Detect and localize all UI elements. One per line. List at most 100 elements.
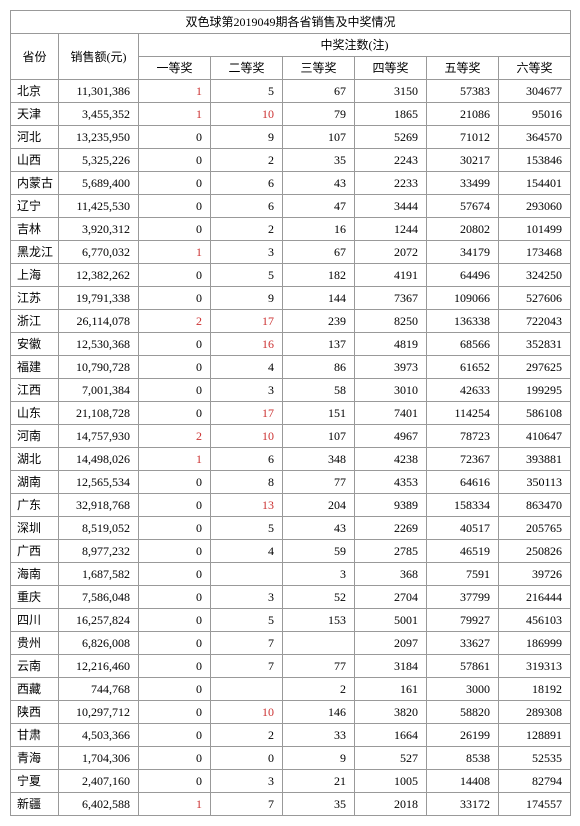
- cell-prize-6: 174557: [499, 793, 571, 816]
- cell-sales: 6,826,008: [59, 632, 139, 655]
- cell-prize-2: 9: [211, 287, 283, 310]
- cell-prize-1: 0: [139, 678, 211, 701]
- cell-province: 陕西: [11, 701, 59, 724]
- cell-sales: 1,704,306: [59, 747, 139, 770]
- cell-sales: 7,586,048: [59, 586, 139, 609]
- cell-prize-1: 0: [139, 609, 211, 632]
- cell-province: 宁夏: [11, 770, 59, 793]
- cell-prize-2: 6: [211, 195, 283, 218]
- cell-prize-1: 0: [139, 287, 211, 310]
- cell-prize-5: 71012: [427, 126, 499, 149]
- cell-sales: 16,257,824: [59, 609, 139, 632]
- cell-province: 重庆: [11, 586, 59, 609]
- cell-province: 海南: [11, 563, 59, 586]
- cell-sales: 13,235,950: [59, 126, 139, 149]
- cell-prize-1: 0: [139, 770, 211, 793]
- table-row: 内蒙古5,689,4000643223333499154401: [11, 172, 571, 195]
- cell-prize-4: 4191: [355, 264, 427, 287]
- table-row: 天津3,455,3521107918652108695016: [11, 103, 571, 126]
- table-body: 北京11,301,3861567315057383304677天津3,455,3…: [11, 80, 571, 816]
- cell-prize-2: 5: [211, 80, 283, 103]
- cell-prize-2: 8: [211, 471, 283, 494]
- cell-prize-1: 2: [139, 310, 211, 333]
- cell-prize-3: 137: [283, 333, 355, 356]
- cell-province: 黑龙江: [11, 241, 59, 264]
- cell-sales: 32,918,768: [59, 494, 139, 517]
- table-row: 上海12,382,26205182419164496324250: [11, 264, 571, 287]
- cell-prize-5: 58820: [427, 701, 499, 724]
- cell-prize-5: 21086: [427, 103, 499, 126]
- cell-prize-2: 4: [211, 356, 283, 379]
- cell-sales: 6,770,032: [59, 241, 139, 264]
- cell-prize-4: 5001: [355, 609, 427, 632]
- cell-sales: 12,216,460: [59, 655, 139, 678]
- cell-prize-1: 0: [139, 471, 211, 494]
- cell-sales: 12,530,368: [59, 333, 139, 356]
- cell-prize-3: 21: [283, 770, 355, 793]
- cell-prize-2: 3: [211, 379, 283, 402]
- table-row: 广西8,977,2320459278546519250826: [11, 540, 571, 563]
- header-prize-group: 中奖注数(注): [139, 34, 571, 57]
- cell-prize-3: 146: [283, 701, 355, 724]
- cell-prize-2: 10: [211, 103, 283, 126]
- cell-prize-4: 1865: [355, 103, 427, 126]
- cell-prize-3: 58: [283, 379, 355, 402]
- cell-prize-2: 5: [211, 264, 283, 287]
- cell-prize-5: 14408: [427, 770, 499, 793]
- cell-prize-1: 1: [139, 793, 211, 816]
- cell-prize-2: 0: [211, 747, 283, 770]
- cell-prize-5: 61652: [427, 356, 499, 379]
- cell-prize-5: 57674: [427, 195, 499, 218]
- cell-prize-6: 199295: [499, 379, 571, 402]
- cell-sales: 3,920,312: [59, 218, 139, 241]
- cell-prize-4: 9389: [355, 494, 427, 517]
- cell-sales: 7,001,384: [59, 379, 139, 402]
- cell-province: 广西: [11, 540, 59, 563]
- cell-prize-4: 8250: [355, 310, 427, 333]
- cell-prize-1: 1: [139, 448, 211, 471]
- cell-prize-5: 3000: [427, 678, 499, 701]
- cell-prize-1: 0: [139, 195, 211, 218]
- cell-prize-3: 239: [283, 310, 355, 333]
- cell-prize-6: 186999: [499, 632, 571, 655]
- cell-province: 上海: [11, 264, 59, 287]
- cell-prize-6: 128891: [499, 724, 571, 747]
- table-row: 湖南12,565,5340877435364616350113: [11, 471, 571, 494]
- cell-prize-5: 114254: [427, 402, 499, 425]
- cell-prize-2: 7: [211, 793, 283, 816]
- cell-sales: 5,689,400: [59, 172, 139, 195]
- table-row: 江西7,001,3840358301042633199295: [11, 379, 571, 402]
- header-prize-5: 五等奖: [427, 57, 499, 80]
- cell-sales: 6,402,588: [59, 793, 139, 816]
- cell-prize-2: 6: [211, 172, 283, 195]
- cell-prize-6: 154401: [499, 172, 571, 195]
- cell-prize-3: 348: [283, 448, 355, 471]
- table-row: 河南14,757,930210107496778723410647: [11, 425, 571, 448]
- cell-prize-6: 216444: [499, 586, 571, 609]
- cell-prize-3: 52: [283, 586, 355, 609]
- cell-prize-6: 364570: [499, 126, 571, 149]
- lottery-sales-table: 双色球第2019049期各省销售及中奖情况 省份 销售额(元) 中奖注数(注) …: [10, 10, 571, 816]
- cell-prize-4: 368: [355, 563, 427, 586]
- cell-prize-6: 153846: [499, 149, 571, 172]
- cell-prize-5: 26199: [427, 724, 499, 747]
- cell-prize-5: 68566: [427, 333, 499, 356]
- table-row: 新疆6,402,5881735201833172174557: [11, 793, 571, 816]
- cell-prize-3: 204: [283, 494, 355, 517]
- cell-prize-6: 586108: [499, 402, 571, 425]
- cell-prize-3: 151: [283, 402, 355, 425]
- table-row: 陕西10,297,712010146382058820289308: [11, 701, 571, 724]
- table-row: 贵州6,826,00807209733627186999: [11, 632, 571, 655]
- cell-prize-4: 7401: [355, 402, 427, 425]
- cell-prize-3: 35: [283, 793, 355, 816]
- cell-prize-5: 30217: [427, 149, 499, 172]
- cell-prize-1: 0: [139, 747, 211, 770]
- cell-prize-6: 52535: [499, 747, 571, 770]
- cell-province: 云南: [11, 655, 59, 678]
- cell-prize-4: 527: [355, 747, 427, 770]
- cell-prize-2: 6: [211, 448, 283, 471]
- cell-sales: 2,407,160: [59, 770, 139, 793]
- cell-prize-6: 527606: [499, 287, 571, 310]
- cell-prize-4: 4967: [355, 425, 427, 448]
- cell-prize-6: 410647: [499, 425, 571, 448]
